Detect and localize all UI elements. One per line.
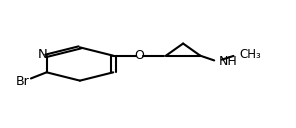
Text: O: O	[134, 49, 144, 62]
Text: NH: NH	[218, 55, 237, 68]
Text: N: N	[38, 48, 48, 61]
Text: Br: Br	[16, 75, 30, 88]
Text: CH₃: CH₃	[239, 48, 261, 61]
